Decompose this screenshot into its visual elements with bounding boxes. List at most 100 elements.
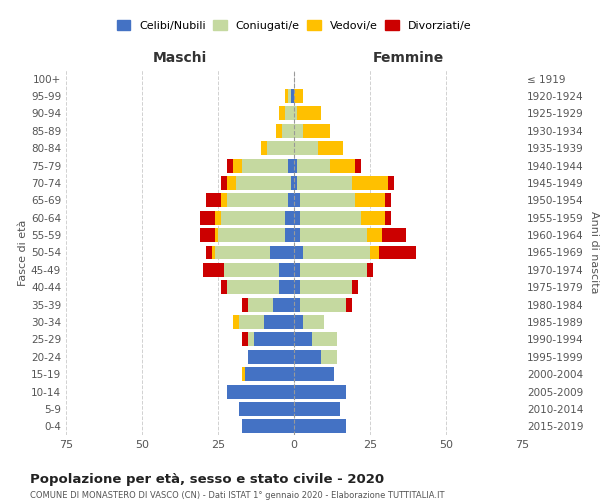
- Bar: [294, 402, 340, 416]
- Bar: [294, 124, 303, 138]
- Bar: [297, 176, 352, 190]
- Bar: [288, 194, 294, 207]
- Bar: [215, 246, 269, 260]
- Bar: [206, 246, 212, 260]
- Bar: [269, 246, 294, 260]
- Bar: [294, 89, 303, 103]
- Bar: [279, 263, 294, 277]
- Bar: [248, 298, 273, 312]
- Bar: [294, 211, 300, 224]
- Bar: [303, 315, 325, 329]
- Bar: [242, 158, 288, 172]
- Bar: [355, 158, 361, 172]
- Bar: [200, 228, 215, 242]
- Bar: [215, 228, 218, 242]
- Bar: [294, 246, 303, 260]
- Bar: [200, 211, 215, 224]
- Bar: [285, 106, 294, 120]
- Bar: [322, 350, 337, 364]
- Bar: [352, 280, 358, 294]
- Bar: [239, 402, 294, 416]
- Bar: [312, 332, 337, 346]
- Bar: [242, 367, 245, 381]
- Bar: [294, 106, 297, 120]
- Bar: [221, 211, 285, 224]
- Bar: [221, 194, 227, 207]
- Bar: [300, 228, 367, 242]
- Y-axis label: Fasce di età: Fasce di età: [18, 220, 28, 286]
- Bar: [276, 124, 282, 138]
- Bar: [227, 384, 294, 398]
- Bar: [239, 315, 263, 329]
- Bar: [227, 158, 233, 172]
- Bar: [300, 211, 361, 224]
- Bar: [300, 280, 352, 294]
- Bar: [294, 298, 300, 312]
- Bar: [291, 89, 294, 103]
- Y-axis label: Anni di nascita: Anni di nascita: [589, 211, 599, 294]
- Bar: [300, 263, 367, 277]
- Bar: [300, 194, 355, 207]
- Bar: [319, 142, 343, 155]
- Bar: [221, 280, 227, 294]
- Bar: [233, 315, 239, 329]
- Bar: [303, 246, 370, 260]
- Bar: [203, 263, 224, 277]
- Bar: [346, 298, 352, 312]
- Bar: [297, 106, 322, 120]
- Bar: [263, 315, 294, 329]
- Bar: [254, 332, 294, 346]
- Bar: [233, 158, 242, 172]
- Bar: [285, 89, 288, 103]
- Bar: [227, 194, 288, 207]
- Bar: [294, 332, 312, 346]
- Bar: [331, 158, 355, 172]
- Bar: [294, 367, 334, 381]
- Bar: [367, 228, 382, 242]
- Bar: [294, 350, 322, 364]
- Text: Maschi: Maschi: [153, 51, 207, 65]
- Bar: [294, 263, 300, 277]
- Bar: [361, 211, 385, 224]
- Bar: [288, 158, 294, 172]
- Bar: [303, 124, 331, 138]
- Bar: [294, 194, 300, 207]
- Bar: [215, 211, 221, 224]
- Bar: [370, 246, 379, 260]
- Bar: [242, 332, 248, 346]
- Text: Femmine: Femmine: [373, 51, 443, 65]
- Bar: [212, 246, 215, 260]
- Bar: [285, 228, 294, 242]
- Bar: [221, 176, 227, 190]
- Bar: [285, 211, 294, 224]
- Bar: [227, 176, 236, 190]
- Bar: [236, 176, 291, 190]
- Bar: [388, 176, 394, 190]
- Bar: [260, 142, 266, 155]
- Bar: [227, 280, 279, 294]
- Bar: [206, 194, 221, 207]
- Bar: [379, 246, 416, 260]
- Bar: [248, 350, 294, 364]
- Text: COMUNE DI MONASTERO DI VASCO (CN) - Dati ISTAT 1° gennaio 2020 - Elaborazione TU: COMUNE DI MONASTERO DI VASCO (CN) - Dati…: [30, 491, 445, 500]
- Bar: [242, 420, 294, 434]
- Bar: [367, 263, 373, 277]
- Bar: [218, 228, 285, 242]
- Bar: [382, 228, 406, 242]
- Bar: [294, 228, 300, 242]
- Bar: [300, 298, 346, 312]
- Bar: [248, 332, 254, 346]
- Bar: [355, 194, 385, 207]
- Bar: [266, 142, 294, 155]
- Bar: [291, 176, 294, 190]
- Bar: [224, 263, 279, 277]
- Text: Popolazione per età, sesso e stato civile - 2020: Popolazione per età, sesso e stato civil…: [30, 472, 384, 486]
- Bar: [294, 315, 303, 329]
- Bar: [279, 106, 285, 120]
- Bar: [288, 89, 291, 103]
- Bar: [282, 124, 294, 138]
- Bar: [294, 280, 300, 294]
- Bar: [294, 158, 297, 172]
- Bar: [294, 142, 319, 155]
- Bar: [294, 176, 297, 190]
